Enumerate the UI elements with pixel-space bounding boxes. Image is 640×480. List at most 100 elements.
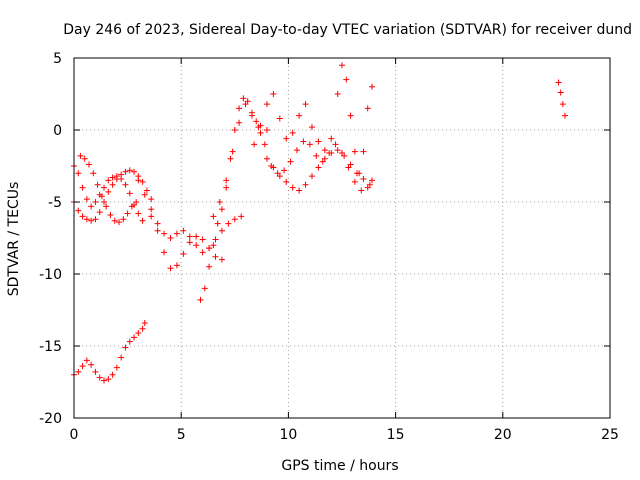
- data-point: [212, 236, 219, 243]
- data-point: [81, 155, 88, 162]
- axis-ticks: [73, 57, 611, 419]
- data-point: [302, 101, 309, 108]
- y-tick-label: 5: [53, 51, 62, 67]
- data-point: [122, 344, 129, 351]
- data-point: [75, 368, 82, 375]
- data-point: [167, 235, 174, 241]
- x-tick-label: 15: [387, 427, 405, 443]
- data-points: [71, 62, 568, 384]
- data-point: [206, 263, 213, 270]
- data-point: [238, 213, 245, 220]
- data-point: [197, 296, 204, 303]
- data-point: [306, 141, 313, 148]
- data-point: [96, 374, 103, 381]
- y-tick-label: -15: [39, 339, 62, 355]
- series-arc-d: [71, 319, 148, 384]
- data-point: [218, 256, 225, 263]
- data-point: [360, 148, 367, 155]
- data-point: [148, 206, 155, 213]
- data-point: [135, 330, 142, 337]
- data-point: [139, 178, 146, 185]
- data-point: [107, 211, 114, 218]
- data-point: [83, 357, 90, 364]
- data-point: [248, 112, 255, 119]
- data-point: [281, 167, 288, 174]
- data-point: [92, 216, 99, 223]
- data-point: [218, 227, 225, 234]
- y-tick-labels: 5 0 -5 -10 -15 -20: [39, 51, 62, 427]
- x-axis-title: GPS time / hours: [281, 458, 398, 474]
- data-point: [186, 233, 193, 240]
- data-point: [255, 124, 262, 131]
- data-point: [75, 207, 82, 214]
- x-tick-label: 20: [494, 427, 512, 443]
- data-point: [257, 129, 264, 136]
- data-point: [334, 147, 341, 154]
- data-point: [236, 119, 243, 126]
- data-point: [223, 177, 230, 184]
- x-tick-label: 10: [279, 427, 297, 443]
- data-point: [225, 220, 232, 227]
- x-tick-labels: 0 5 10 15 20 25: [70, 427, 619, 443]
- series-arc-e: [135, 177, 245, 256]
- data-point: [161, 249, 168, 256]
- data-point: [354, 170, 361, 177]
- data-point: [251, 141, 258, 148]
- data-point: [143, 187, 150, 194]
- data-point: [173, 230, 180, 237]
- data-point: [236, 105, 243, 112]
- series-arc-h: [210, 101, 376, 220]
- data-point: [300, 138, 307, 145]
- data-point: [101, 377, 108, 384]
- data-point: [148, 213, 155, 220]
- data-point: [113, 175, 120, 182]
- data-point: [366, 181, 373, 188]
- y-tick-label: -5: [48, 195, 62, 211]
- data-point: [339, 62, 345, 69]
- data-point: [131, 168, 138, 175]
- data-point: [88, 203, 95, 210]
- data-point: [276, 173, 283, 180]
- data-point: [101, 199, 108, 205]
- data-point: [308, 173, 315, 180]
- data-point: [218, 206, 225, 213]
- data-point: [270, 164, 277, 171]
- data-point: [161, 230, 168, 237]
- series-arc-f: [148, 213, 225, 272]
- data-point: [227, 155, 234, 162]
- data-point: [113, 364, 120, 371]
- data-point: [263, 101, 270, 108]
- data-point: [253, 118, 260, 125]
- data-point: [88, 361, 95, 368]
- data-point: [105, 177, 112, 184]
- data-point: [334, 91, 341, 97]
- x-tick-label: 5: [177, 427, 186, 443]
- y-tick-label: -10: [39, 267, 62, 283]
- data-point: [276, 115, 283, 122]
- data-point: [555, 79, 562, 86]
- data-point: [201, 285, 208, 292]
- data-point: [139, 217, 146, 224]
- data-point: [214, 220, 221, 227]
- data-point: [321, 147, 328, 154]
- data-point: [287, 158, 294, 165]
- data-point: [199, 236, 206, 243]
- data-point: [126, 190, 133, 197]
- data-point: [313, 152, 320, 159]
- data-point: [98, 193, 105, 200]
- data-point: [90, 170, 97, 177]
- data-point: [358, 187, 365, 194]
- data-point: [96, 209, 103, 216]
- data-point: [118, 354, 125, 361]
- data-point: [126, 167, 133, 174]
- data-point: [109, 174, 116, 181]
- data-point: [261, 141, 268, 148]
- data-point: [289, 129, 296, 136]
- data-point: [240, 95, 247, 102]
- data-point: [328, 135, 335, 142]
- data-point: [111, 217, 118, 224]
- data-point: [231, 127, 238, 133]
- series-arc-g: [197, 95, 270, 303]
- data-point: [109, 371, 116, 378]
